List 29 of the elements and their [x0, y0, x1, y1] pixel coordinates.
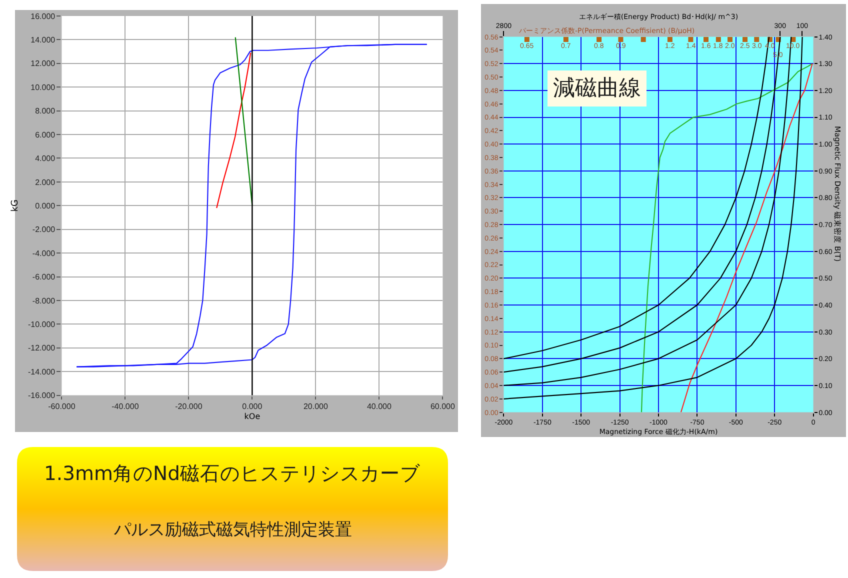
x-tick-label: 0.000 [242, 402, 263, 411]
x-axis-title: kOe [244, 412, 260, 421]
y-tick-label: 14.000 [30, 36, 56, 45]
y-tick-label: 6.000 [35, 130, 56, 140]
y-tick-label: 0.000 [35, 201, 56, 210]
x-tick-label: -60.000 [48, 402, 76, 411]
x-tick-label: -40.000 [112, 402, 140, 411]
x-tick-label: -20.000 [175, 402, 203, 411]
y-tick-label: -8.000 [32, 296, 56, 306]
y-tick-label: -2.000 [32, 225, 56, 234]
y-tick-label: 16.000 [30, 12, 56, 21]
y-tick-label: 4.000 [35, 154, 56, 164]
y-tick-label: -10.000 [28, 320, 56, 329]
y-tick-label: 10.000 [30, 82, 56, 92]
x-tick-label: 40.000 [366, 402, 392, 411]
y-tick-label: -12.000 [28, 344, 56, 353]
x-tick-label: 20.000 [303, 402, 328, 411]
y-tick-label: -4.000 [32, 248, 56, 258]
y-tick-label: -16.000 [28, 391, 56, 400]
x-tick-label: 60.000 [430, 402, 456, 411]
y-tick-label: 12.000 [30, 59, 56, 68]
text: 減磁曲線 [553, 76, 641, 101]
y-tick-label: 8.000 [35, 106, 56, 116]
y-axis-title: kG [10, 200, 20, 212]
text: 1.3mm角のNd磁石のヒステリシスカーブ [44, 462, 421, 485]
text: パルス励磁式磁気特性測定装置 [113, 520, 352, 540]
y-tick-label: -6.000 [32, 272, 56, 282]
y-tick-label: -14.000 [28, 367, 56, 376]
y-tick-label: 2.000 [35, 178, 56, 187]
